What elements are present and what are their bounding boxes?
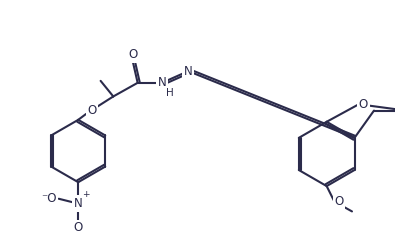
Text: ⁻O: ⁻O	[41, 192, 57, 205]
Text: N: N	[74, 197, 82, 210]
Text: H: H	[166, 88, 174, 98]
Text: O: O	[74, 221, 83, 234]
Text: O: O	[87, 104, 96, 117]
Text: N: N	[184, 65, 193, 78]
Text: O: O	[334, 195, 344, 208]
Text: +: +	[82, 190, 90, 199]
Text: N: N	[158, 76, 166, 89]
Text: O: O	[359, 98, 368, 111]
Text: O: O	[128, 48, 137, 61]
